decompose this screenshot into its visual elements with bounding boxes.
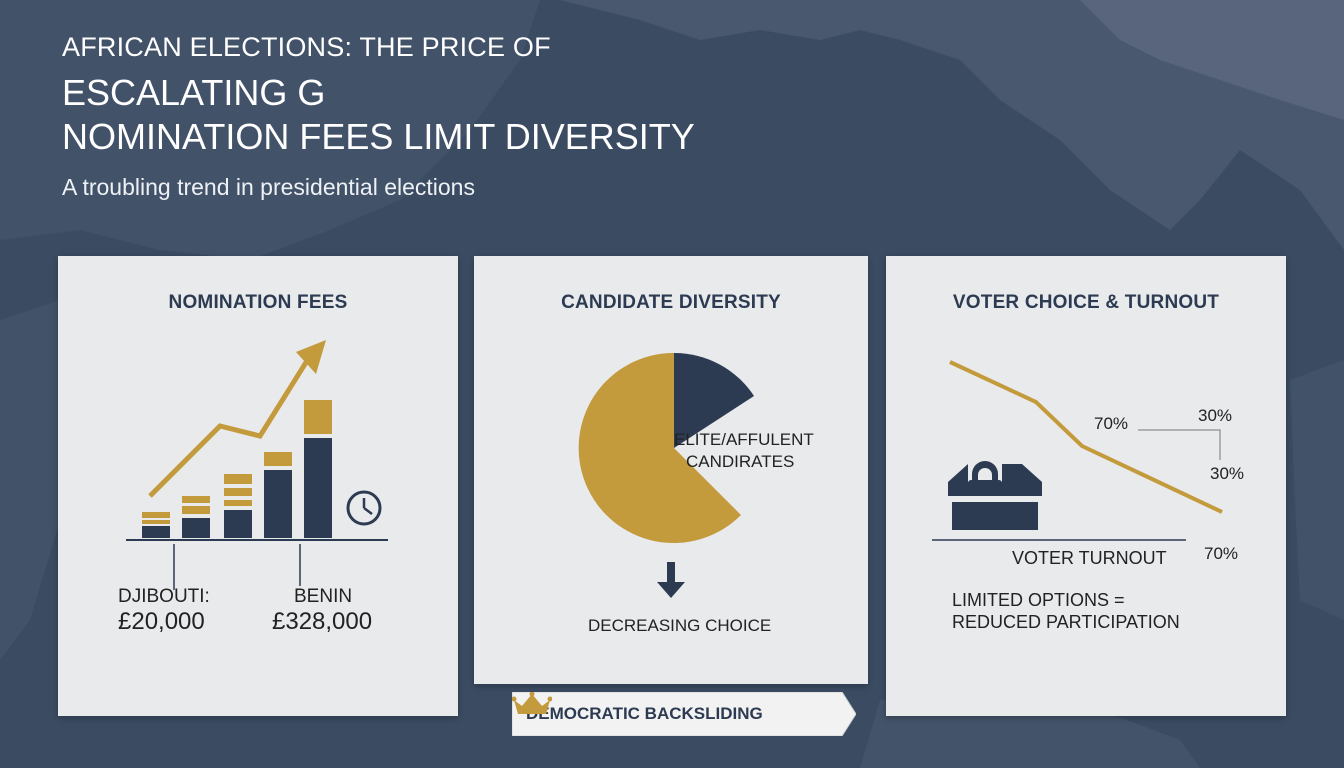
voter-turnout-axis-label: VOTER TURNOUT: [1012, 548, 1167, 568]
fee-high-value: £328,000: [272, 608, 373, 635]
voter-choice-panel: VOTER CHOICE & TURNOUT 70% 30% 30% VOTER…: [886, 256, 1286, 716]
banner-label: DEMOCRATIC BACKSLIDING: [526, 704, 763, 723]
limited-options-caption-line-1: LIMITED OPTIONS =: [952, 590, 1125, 610]
fee-bar-3: [224, 474, 252, 538]
crown-icon: [512, 692, 552, 714]
fee-bar-1: [142, 512, 170, 538]
voter-decline-graphic: [932, 360, 1223, 541]
fee-low-country: DJIBOUTI:: [118, 586, 210, 607]
subtitle: A troubling trend in presidential electi…: [62, 174, 475, 200]
fee-low-value: £20,000: [118, 608, 205, 635]
panel-title-voter-choice: VOTER CHOICE & TURNOUT: [952, 292, 1220, 313]
elite-label-line-2: CANDIRATES: [686, 452, 795, 471]
diversity-pie-graphic: [578, 352, 754, 598]
headline-line-2: ESCALATING G: [62, 72, 326, 113]
headline-line-1: AFRICAN ELECTIONS: THE PRICE OF: [62, 32, 551, 62]
voter-label-30-lower: 30%: [1210, 464, 1245, 483]
voter-label-30-upper: 30%: [1198, 406, 1233, 425]
panel-title-nomination-fees: NOMINATION FEES: [168, 292, 348, 313]
democratic-backsliding-banner: DEMOCRATIC BACKSLIDING: [512, 692, 856, 736]
pie-slice-others: [578, 352, 741, 543]
clock-icon: [346, 490, 382, 526]
voter-turnout-axis-value: 70%: [1204, 544, 1239, 563]
elite-label-line-1: ELITE/AFFULENT: [674, 430, 814, 449]
fee-high-country: BENIN: [294, 586, 353, 607]
headline-line-3: NOMINATION FEES LIMIT DIVERSITY: [62, 116, 695, 157]
upward-trend-arrow-icon: [148, 340, 326, 498]
locked-ballot-box-icon: [948, 461, 1042, 530]
down-arrow-icon: [657, 562, 685, 598]
fee-bar-2: [182, 496, 210, 538]
pie-slice-elite: [674, 352, 754, 448]
nomination-fees-panel: NOMINATION FEES: [58, 256, 458, 716]
banner-shape: [512, 692, 856, 736]
candidate-diversity-panel: CANDIDATE DIVERSITY ELITE/AFFULENT CANDI…: [474, 256, 868, 684]
decreasing-choice-caption: DECREASING CHOICE: [588, 616, 772, 635]
panel-title-candidate-diversity: CANDIDATE DIVERSITY: [561, 292, 781, 313]
fee-bar-4: [264, 452, 292, 538]
fees-chart-graphic: [126, 340, 388, 590]
limited-options-caption-line-2: REDUCED PARTICIPATION: [952, 612, 1180, 632]
voter-label-70-upper: 70%: [1094, 414, 1129, 433]
turnout-decline-line: [949, 360, 1223, 514]
fee-bar-5: [304, 400, 332, 538]
